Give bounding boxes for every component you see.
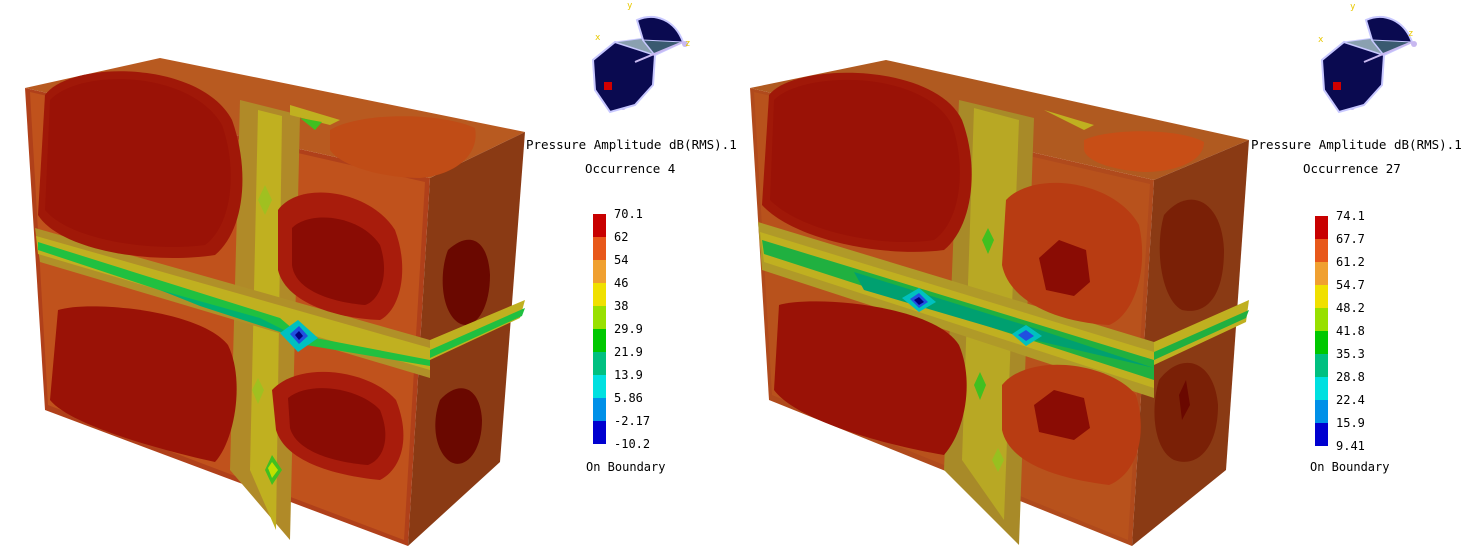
orientation-compass: x y z (1318, 2, 1417, 114)
scale-tick: 54 (614, 253, 629, 267)
scale-tick: 62 (614, 230, 629, 244)
scale-tick: 46 (614, 276, 629, 290)
scale-tick: 48.2 (1336, 301, 1365, 315)
scale-band-10 (593, 421, 606, 444)
orientation-compass: x y z (591, 1, 690, 114)
axis-x-label: x (595, 33, 601, 43)
horizontal-node-teal (160, 290, 300, 338)
scale-tick: 5.86 (614, 391, 643, 405)
legend-occurrence: Occurrence 4 (585, 161, 676, 176)
result-panel-left: x y z Pressure Amplitude dB(RMS).1 Occur… (25, 1, 737, 546)
top-lobe-right (1084, 131, 1204, 172)
scale-tick: 70.1 (614, 207, 643, 221)
scale-band-1 (1315, 216, 1328, 239)
antinode-bottom-left (774, 301, 967, 455)
antinode-core-top (1039, 240, 1090, 296)
scale-tick: 41.8 (1336, 324, 1365, 338)
antinode-core-bottom (1034, 390, 1090, 440)
origin-marker (604, 82, 612, 90)
result-panel-right: x y z Pressure Amplitude dB(RMS).1 Occur… (734, 0, 1468, 559)
axis-x-label: x (1318, 35, 1324, 45)
axis-y-label: y (1350, 2, 1356, 12)
scale-band-6 (593, 329, 606, 352)
scale-tick: 9.41 (1336, 439, 1365, 453)
origin-marker (1333, 82, 1341, 90)
horizontal-node-teal (854, 272, 1154, 368)
scale-tick: -10.2 (614, 437, 651, 451)
scale-band-8 (593, 375, 606, 398)
scale-band-7 (1315, 354, 1328, 377)
scale-band-4 (1315, 285, 1328, 308)
scale-tick: 13.9 (614, 368, 643, 382)
scale-band-6 (1315, 331, 1328, 354)
scale-band-5 (593, 306, 606, 329)
scale-band-2 (1315, 239, 1328, 262)
horizontal-node-green (38, 242, 430, 366)
side-lobe-bottom (435, 388, 482, 464)
legend-occurrence: Occurrence 27 (1303, 161, 1401, 176)
scale-band-9 (593, 398, 606, 421)
axis-y-label: y (627, 1, 633, 11)
scale-tick: 35.3 (1336, 347, 1365, 361)
scale-tick: 22.4 (1336, 393, 1365, 407)
scale-tick: 15.9 (1336, 416, 1365, 430)
legend-title: Pressure Amplitude dB(RMS).1 (526, 137, 737, 152)
scale-band-8 (1315, 377, 1328, 400)
scale-band-10 (1315, 423, 1328, 446)
boundary-label: On Boundary (586, 460, 666, 474)
scale-band-9 (1315, 400, 1328, 423)
scale-tick: 28.8 (1336, 370, 1365, 384)
scale-tick: 38 (614, 299, 629, 313)
pressure-box-plot (25, 58, 525, 546)
scale-tick: 67.7 (1336, 232, 1365, 246)
scale-band-3 (593, 260, 606, 283)
scale-band-7 (593, 352, 606, 375)
pressure-box-plot (750, 60, 1249, 546)
scale-tick: 21.9 (614, 345, 643, 359)
antinode-bottom-left (50, 306, 237, 462)
side-lobe-bottom (1154, 362, 1218, 462)
legend-title: Pressure Amplitude dB(RMS).1 (1251, 137, 1462, 152)
horizontal-node-yellow (36, 236, 430, 370)
scale-tick: 54.7 (1336, 278, 1365, 292)
scale-tick: 29.9 (614, 322, 643, 336)
boundary-label: On Boundary (1310, 460, 1390, 474)
scale-band-5 (1315, 308, 1328, 331)
scale-tick: 74.1 (1336, 209, 1365, 223)
side-lobe-top (442, 239, 490, 325)
scale-band-4 (593, 283, 606, 306)
scale-band-2 (593, 237, 606, 260)
scale-tick: -2.17 (614, 414, 651, 428)
scale-tick: 61.2 (1336, 255, 1365, 269)
side-lobe-top (1159, 199, 1224, 311)
axis-z-label: z (685, 39, 690, 49)
scale-band-1 (593, 214, 606, 237)
axis-z-label: z (1408, 29, 1413, 39)
scale-band-3 (1315, 262, 1328, 285)
top-lobe-right (330, 116, 476, 178)
